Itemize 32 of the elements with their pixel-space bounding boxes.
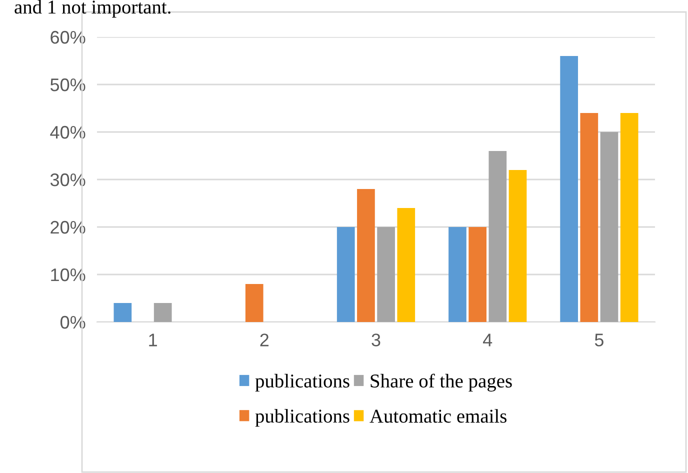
y-tick-label: 30% (50, 173, 86, 186)
bar (245, 284, 264, 322)
bar (488, 151, 507, 322)
y-tick-label: 0% (60, 316, 86, 329)
bar (448, 227, 466, 322)
bar (154, 303, 172, 322)
y-tick-label: 20% (50, 220, 86, 234)
bar (377, 227, 395, 322)
bar (397, 208, 416, 322)
y-tick-label: 60% (50, 30, 86, 44)
bar (114, 303, 132, 322)
legend-label: Share of the pages (370, 374, 512, 392)
legend-label: Automatic emails (370, 409, 506, 423)
bar (357, 189, 375, 322)
legend-label: publications (255, 374, 350, 392)
bar (600, 132, 618, 322)
y-tick-label: 10% (51, 268, 86, 282)
bar (508, 170, 527, 322)
bar (468, 227, 486, 322)
y-tick-label: 50% (50, 78, 86, 92)
x-tick-label: 2 (260, 334, 269, 346)
x-tick-label: 1 (149, 334, 157, 346)
bar (560, 56, 578, 322)
bar (620, 113, 638, 322)
bar (336, 227, 355, 322)
bar (580, 113, 598, 322)
x-tick-label: 5 (594, 334, 604, 346)
legend-label: publications (255, 409, 350, 427)
y-tick-label: 40% (50, 126, 86, 139)
x-tick-label: 3 (372, 334, 380, 346)
text: and 1 not important. (14, 0, 170, 18)
x-tick-label: 4 (482, 334, 492, 346)
